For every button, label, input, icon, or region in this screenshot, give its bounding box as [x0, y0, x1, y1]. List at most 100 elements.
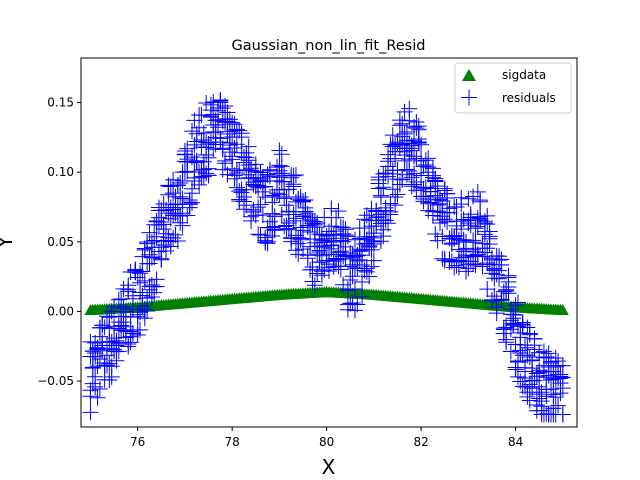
residuals-point [394, 115, 411, 132]
residuals-point [332, 218, 349, 235]
residuals-point [406, 148, 423, 165]
residuals-point [188, 153, 205, 170]
residuals-point [264, 205, 281, 222]
sigdata-point [556, 304, 569, 316]
residuals-point [141, 246, 158, 263]
residuals-point [228, 164, 245, 181]
residuals-point [108, 332, 125, 349]
residuals-point [521, 326, 538, 343]
residuals-point [488, 266, 505, 283]
residuals-point [193, 107, 210, 124]
residuals-point [396, 103, 413, 120]
residuals-point [460, 190, 477, 207]
residuals-point [436, 211, 453, 228]
residuals-point [481, 228, 498, 245]
residuals-point [361, 268, 378, 285]
residuals-point [500, 269, 517, 286]
residuals-point [176, 164, 193, 181]
residuals-point [179, 140, 196, 157]
residuals-point [165, 185, 182, 202]
residuals-point [552, 370, 569, 387]
residuals-point [358, 231, 375, 248]
residuals-point [370, 208, 387, 225]
residuals-point [214, 100, 231, 117]
residuals-point [479, 240, 496, 257]
residuals-point [337, 250, 354, 267]
x-tick-label: 76 [130, 435, 145, 449]
residuals-point [313, 226, 330, 243]
residuals-point [226, 122, 243, 139]
residuals-point [387, 189, 404, 206]
residuals-point [519, 319, 536, 336]
residuals-point [540, 345, 557, 362]
residuals-point [172, 188, 189, 205]
residuals-point [287, 210, 304, 227]
residuals-point [436, 252, 453, 269]
residuals-point [429, 178, 446, 195]
residuals-point [417, 188, 434, 205]
residuals-point [453, 221, 470, 238]
residuals-point [162, 178, 179, 195]
residuals-point [115, 322, 132, 339]
residuals-point [261, 161, 278, 178]
residuals-point [450, 259, 467, 276]
residuals-point [141, 224, 158, 241]
residuals-point [240, 152, 257, 169]
residuals-point [375, 179, 392, 196]
residuals-point [169, 177, 186, 194]
residuals-point [155, 196, 172, 213]
residuals-point [132, 265, 149, 282]
residuals-point [453, 249, 470, 266]
legend-frame [454, 62, 572, 114]
residuals-point [368, 218, 385, 235]
residuals-point [380, 215, 397, 232]
residuals-point [354, 288, 371, 305]
residuals-point [98, 308, 115, 325]
residuals-point [295, 222, 312, 239]
residuals-point [280, 220, 297, 237]
legend: sigdata residuals [454, 62, 572, 114]
residuals-point [172, 174, 189, 191]
residuals-point [160, 186, 177, 203]
residuals-point [155, 237, 172, 254]
residuals-point [238, 149, 255, 166]
residuals-point [509, 318, 526, 335]
residuals-point [328, 223, 345, 240]
residuals-point [446, 228, 463, 245]
residuals-point [377, 199, 394, 216]
plot-frame [80, 57, 578, 428]
residuals-point [406, 132, 423, 149]
residuals-point [195, 168, 212, 185]
residuals-point [231, 122, 248, 139]
residuals-point [250, 226, 267, 243]
x-tick-label: 82 [413, 435, 428, 449]
residuals-point [176, 142, 193, 159]
residuals-point [318, 233, 335, 250]
residuals-point [167, 226, 184, 243]
residuals-series [82, 91, 571, 423]
residuals-point [540, 367, 557, 384]
residuals-point [124, 290, 141, 307]
residuals-point [179, 207, 196, 224]
residuals-point [493, 292, 510, 309]
residuals-point [235, 201, 252, 218]
residuals-point [483, 250, 500, 267]
residuals-point [420, 150, 437, 167]
residuals-point [195, 132, 212, 149]
residuals-point [250, 199, 267, 216]
legend-sigdata-label: sigdata [502, 68, 546, 82]
residuals-point [285, 206, 302, 223]
residuals-point [382, 206, 399, 223]
residuals-point [271, 142, 288, 159]
residuals-point [117, 318, 134, 335]
residuals-point [517, 363, 534, 380]
residuals-point [380, 146, 397, 163]
residuals-point [335, 219, 352, 236]
residuals-point [132, 304, 149, 321]
residuals-point [365, 252, 382, 269]
x-axis-label: X [322, 455, 336, 479]
residuals-point [84, 359, 101, 376]
residuals-point [356, 262, 373, 279]
residuals-point [110, 343, 127, 360]
y-axis-ticks: −0.05 0.00 0.05 0.10 0.15 [37, 96, 81, 388]
